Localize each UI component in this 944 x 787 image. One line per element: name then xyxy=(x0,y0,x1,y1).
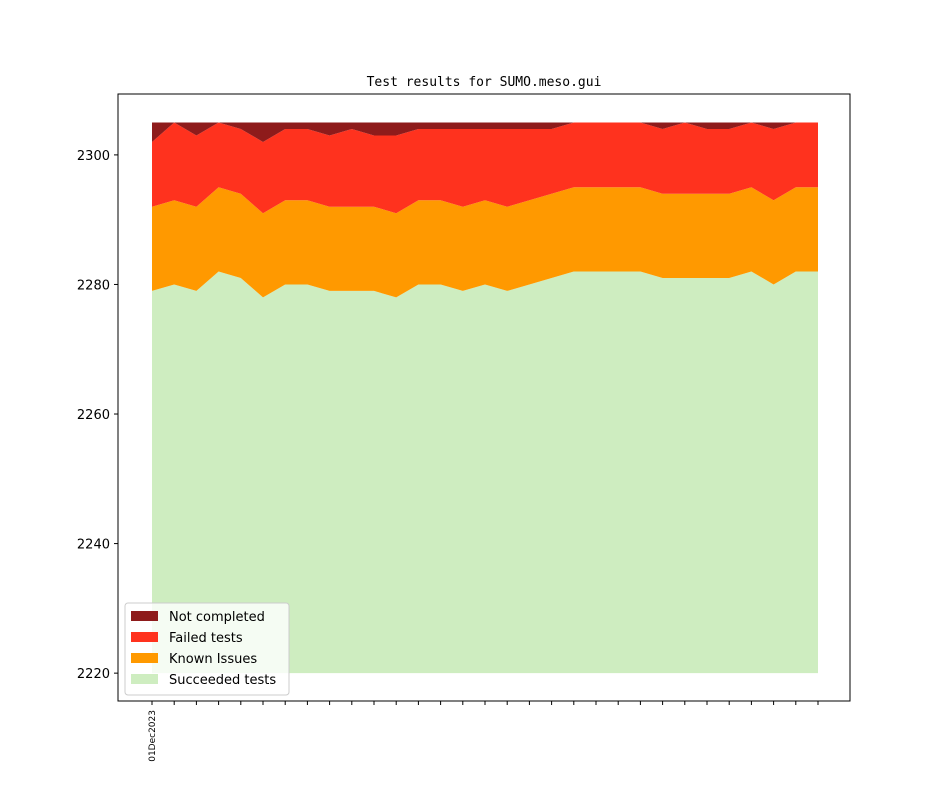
legend-swatch xyxy=(131,653,158,663)
legend-label: Known Issues xyxy=(169,652,257,667)
x-tick-label: 01Dec2023 xyxy=(148,710,158,762)
legend-box xyxy=(124,602,290,696)
legend-swatch xyxy=(131,611,158,621)
area xyxy=(152,271,818,674)
area xyxy=(152,122,818,142)
y-tick-label: 2240 xyxy=(77,538,110,553)
legend-label: Not completed xyxy=(169,610,265,625)
legend-swatch xyxy=(131,632,158,642)
legend-label: Failed tests xyxy=(169,631,243,646)
y-tick-label: 2300 xyxy=(77,149,110,164)
y-tick-label: 2280 xyxy=(77,278,110,293)
legend-label: Succeeded tests xyxy=(169,673,276,688)
legend-swatch xyxy=(131,674,158,684)
y-tick-label: 2260 xyxy=(77,408,110,423)
chart-title: Test results for SUMO.meso.gui xyxy=(367,75,602,90)
plot-frame xyxy=(117,93,851,702)
y-tick-label: 2220 xyxy=(77,667,110,682)
area xyxy=(152,122,818,214)
area xyxy=(152,187,818,298)
